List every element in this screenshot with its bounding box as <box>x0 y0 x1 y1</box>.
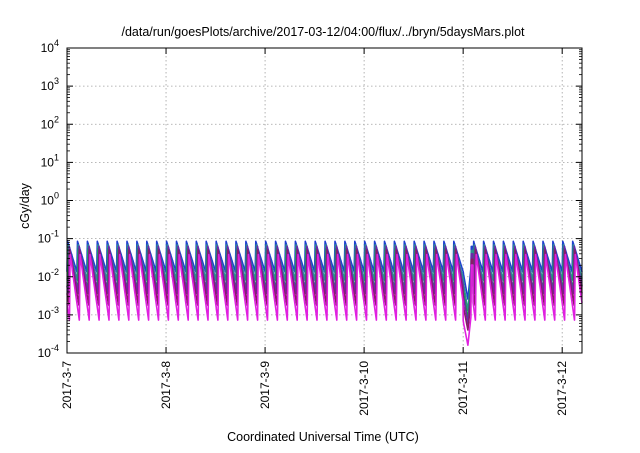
y-tick-label: 104 <box>41 38 59 55</box>
x-axis-label: Coordinated Universal Time (UTC) <box>227 430 419 444</box>
y-tick-label: 10-4 <box>38 343 59 360</box>
x-tick-label: 2017-3-11 <box>456 361 470 415</box>
y-tick-label: 101 <box>41 152 59 169</box>
y-axis-label: cGy/day <box>18 182 32 229</box>
x-tick-label: 2017-3-10 <box>357 361 371 416</box>
y-tick-label: 10-2 <box>38 267 59 284</box>
x-tick-label: 2017-3-7 <box>60 361 74 409</box>
chart-title: /data/run/goesPlots/archive/2017-03-12/0… <box>121 25 525 39</box>
y-tick-label: 10-3 <box>38 305 59 322</box>
y-tick-label: 100 <box>41 191 59 208</box>
x-tick-label: 2017-3-8 <box>159 361 173 409</box>
series-group <box>66 240 583 346</box>
axes: 10-4 10-3 10-2 10-1 100 101 102 103 104 2017-3-7 2… <box>38 38 583 416</box>
series-line <box>66 253 583 346</box>
x-tick-label: 2017-3-12 <box>555 361 569 416</box>
y-tick-label: 10-1 <box>38 229 59 246</box>
y-tick-label: 103 <box>41 76 59 93</box>
y-tick-label: 102 <box>41 114 59 131</box>
x-tick-label: 2017-3-9 <box>258 361 272 409</box>
